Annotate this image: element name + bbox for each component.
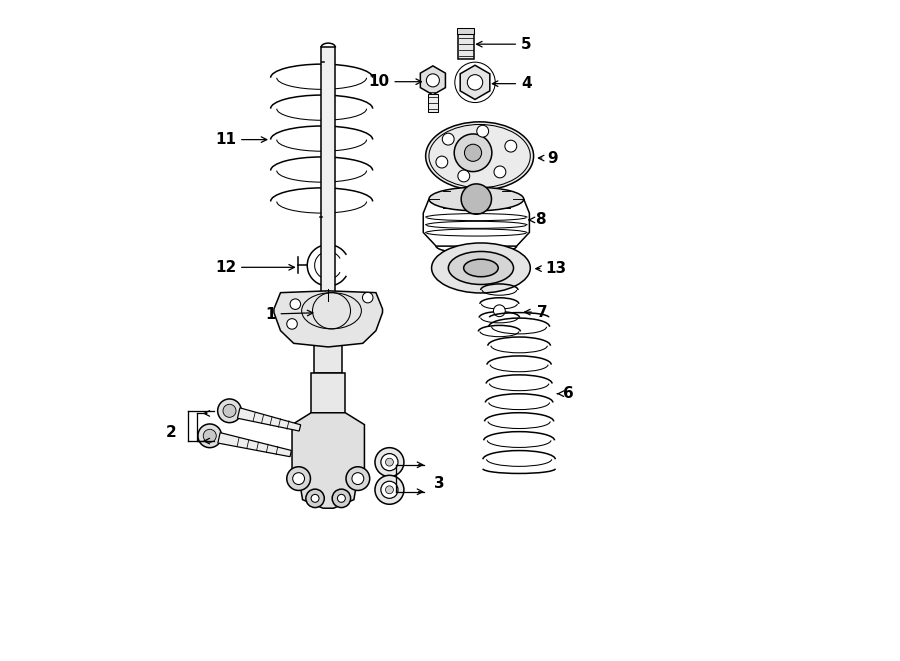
Polygon shape — [218, 433, 292, 457]
Polygon shape — [292, 412, 365, 508]
Circle shape — [352, 473, 364, 485]
Circle shape — [385, 458, 393, 466]
Bar — [457, 28, 474, 34]
Text: 10: 10 — [368, 74, 421, 89]
Circle shape — [454, 134, 492, 172]
Circle shape — [198, 424, 221, 447]
Circle shape — [346, 467, 370, 490]
Text: 2: 2 — [166, 425, 176, 440]
Circle shape — [287, 467, 310, 490]
Ellipse shape — [429, 187, 524, 211]
Circle shape — [493, 305, 505, 317]
Circle shape — [292, 473, 304, 485]
Polygon shape — [274, 291, 382, 347]
Text: 7: 7 — [525, 305, 547, 319]
Circle shape — [467, 75, 482, 90]
Circle shape — [287, 319, 297, 329]
Ellipse shape — [464, 259, 499, 277]
Polygon shape — [238, 408, 301, 431]
Circle shape — [477, 125, 489, 137]
Circle shape — [385, 486, 393, 494]
Circle shape — [442, 134, 454, 145]
Polygon shape — [420, 66, 446, 95]
Circle shape — [363, 292, 373, 303]
Circle shape — [458, 170, 470, 182]
Ellipse shape — [448, 251, 514, 284]
Text: 9: 9 — [538, 151, 558, 165]
Text: 6: 6 — [557, 386, 574, 401]
Bar — [428, 94, 438, 112]
Circle shape — [427, 74, 439, 87]
Circle shape — [464, 144, 482, 161]
Bar — [314, 301, 342, 373]
Circle shape — [494, 166, 506, 178]
Text: 11: 11 — [215, 132, 266, 147]
Bar — [311, 373, 346, 452]
Circle shape — [290, 299, 301, 309]
Ellipse shape — [426, 122, 534, 190]
Text: 4: 4 — [492, 76, 532, 91]
Circle shape — [306, 489, 324, 508]
Circle shape — [311, 494, 319, 502]
Polygon shape — [460, 65, 490, 99]
Text: 1: 1 — [266, 307, 313, 321]
Circle shape — [218, 399, 241, 422]
Circle shape — [461, 184, 491, 214]
Text: 13: 13 — [536, 261, 567, 276]
Bar — [458, 34, 473, 59]
Text: 5: 5 — [477, 36, 532, 52]
Bar — [309, 295, 347, 306]
Circle shape — [381, 481, 398, 498]
Circle shape — [375, 447, 404, 477]
Text: 12: 12 — [215, 260, 294, 275]
Text: 8: 8 — [529, 212, 546, 227]
Circle shape — [203, 429, 216, 442]
Circle shape — [223, 405, 236, 417]
Circle shape — [338, 494, 346, 502]
Circle shape — [381, 453, 398, 471]
Circle shape — [505, 140, 517, 152]
Circle shape — [332, 489, 351, 508]
Circle shape — [436, 156, 448, 168]
Bar — [321, 48, 336, 301]
Text: 3: 3 — [434, 476, 445, 490]
Ellipse shape — [432, 243, 530, 293]
Circle shape — [375, 475, 404, 504]
